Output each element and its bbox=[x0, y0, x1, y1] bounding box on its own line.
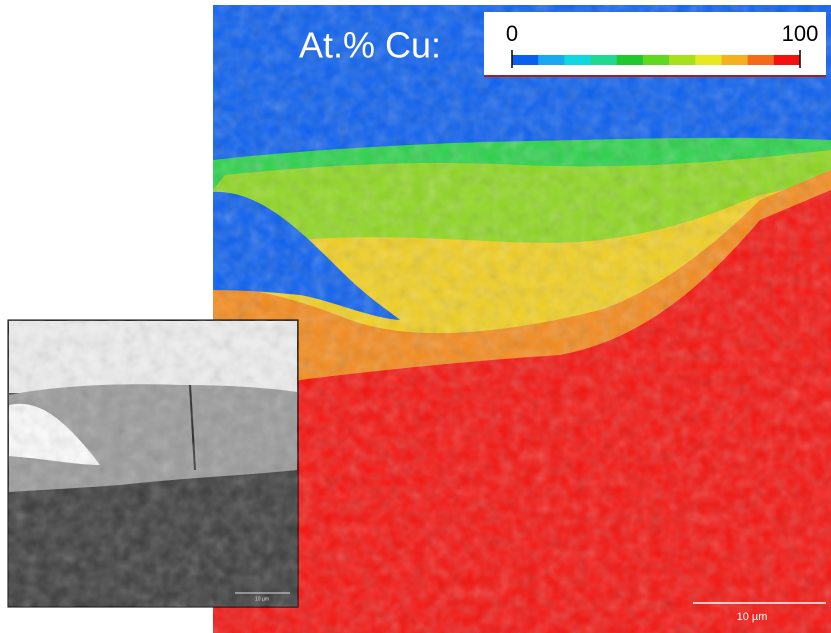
map-texture bbox=[213, 5, 831, 633]
colorbar-box bbox=[484, 12, 826, 76]
colorbar-segment bbox=[591, 55, 618, 65]
inset-micrograph: 10 µm bbox=[8, 320, 298, 607]
inset-texture bbox=[8, 320, 298, 607]
colorbar-segment bbox=[721, 55, 748, 65]
colorbar-segment bbox=[538, 55, 565, 65]
colorbar-segment bbox=[669, 55, 696, 65]
colorbar-segment bbox=[695, 55, 722, 65]
scale-bar-label: 10 µm bbox=[737, 611, 768, 623]
figure: At.% Cu: 0 100 10 µm 10 µm bbox=[0, 0, 831, 633]
colorbar-segment bbox=[748, 55, 775, 65]
colorbar-segment bbox=[617, 55, 644, 65]
colorbar-max: 100 bbox=[782, 21, 819, 46]
colorbar-label: At.% Cu: bbox=[299, 25, 441, 66]
colorbar-segment bbox=[643, 55, 670, 65]
composition-map bbox=[213, 5, 831, 633]
colorbar-segment bbox=[564, 55, 591, 65]
colorbar-segment bbox=[512, 55, 539, 65]
colorbar-segment bbox=[774, 55, 801, 65]
colorbar-min: 0 bbox=[506, 21, 518, 46]
colorbar bbox=[512, 55, 801, 65]
inset-scale-bar-label: 10 µm bbox=[255, 596, 269, 602]
